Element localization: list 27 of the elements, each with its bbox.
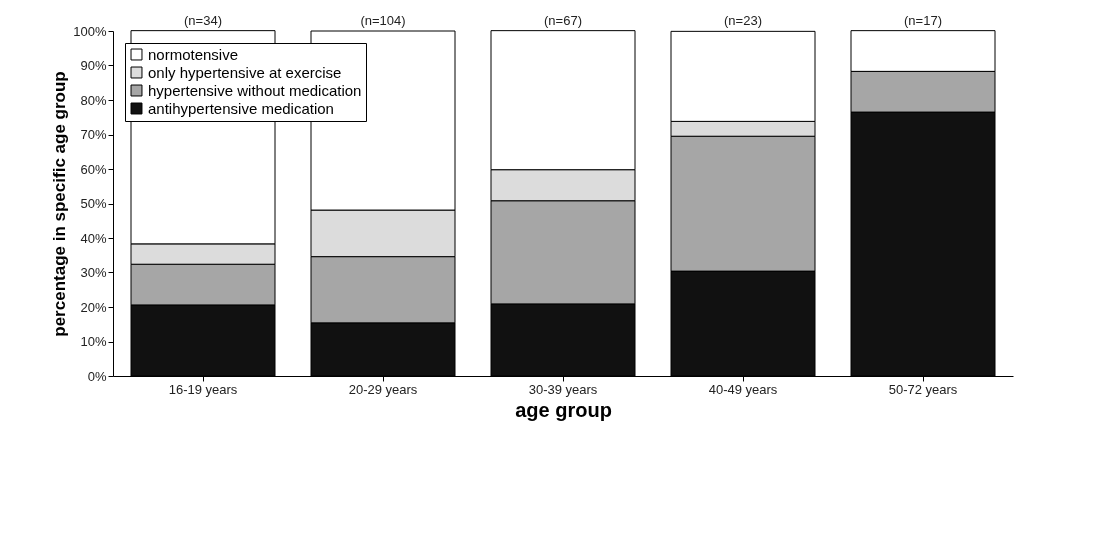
y-tick-label: 90% <box>80 58 107 73</box>
y-tick-label: 50% <box>80 196 107 211</box>
annotation: (n=34) <box>184 13 222 28</box>
x-tick-label: 20-29 years <box>348 381 418 397</box>
legend-label: hypertensive without medication <box>148 81 362 99</box>
y-tick-label: 80% <box>80 92 107 108</box>
x-tick-label: 30-39 years <box>528 381 598 397</box>
legend-label: normotensive <box>148 45 239 63</box>
x-tick-label: 40-49 years <box>708 381 778 397</box>
x-tick-label: 50-72 years <box>888 381 958 397</box>
y-tick-label: 40% <box>80 230 107 246</box>
x-axis-title: age group <box>515 398 612 421</box>
y-tick-label: 60% <box>80 161 107 177</box>
annotation: (n=104) <box>360 13 406 28</box>
y-tick-label: 10% <box>80 334 107 349</box>
y-axis-title: percentage in specific age group <box>50 71 70 337</box>
legend-label: only hypertensive at exercise <box>148 63 342 81</box>
y-tick-label: 20% <box>80 299 107 315</box>
y-tick-label: 30% <box>80 265 107 280</box>
annotation: (n=67) <box>544 13 582 28</box>
y-tick-label: 70% <box>80 127 107 142</box>
legend-label: antihypertensive medication <box>148 99 334 117</box>
annotation: (n=17) <box>904 13 942 28</box>
y-tick-label: 100% <box>73 23 107 39</box>
annotation: (n=23) <box>724 13 762 28</box>
x-tick-label: 16-19 years <box>168 381 238 397</box>
y-tick-label: 0% <box>87 368 107 384</box>
